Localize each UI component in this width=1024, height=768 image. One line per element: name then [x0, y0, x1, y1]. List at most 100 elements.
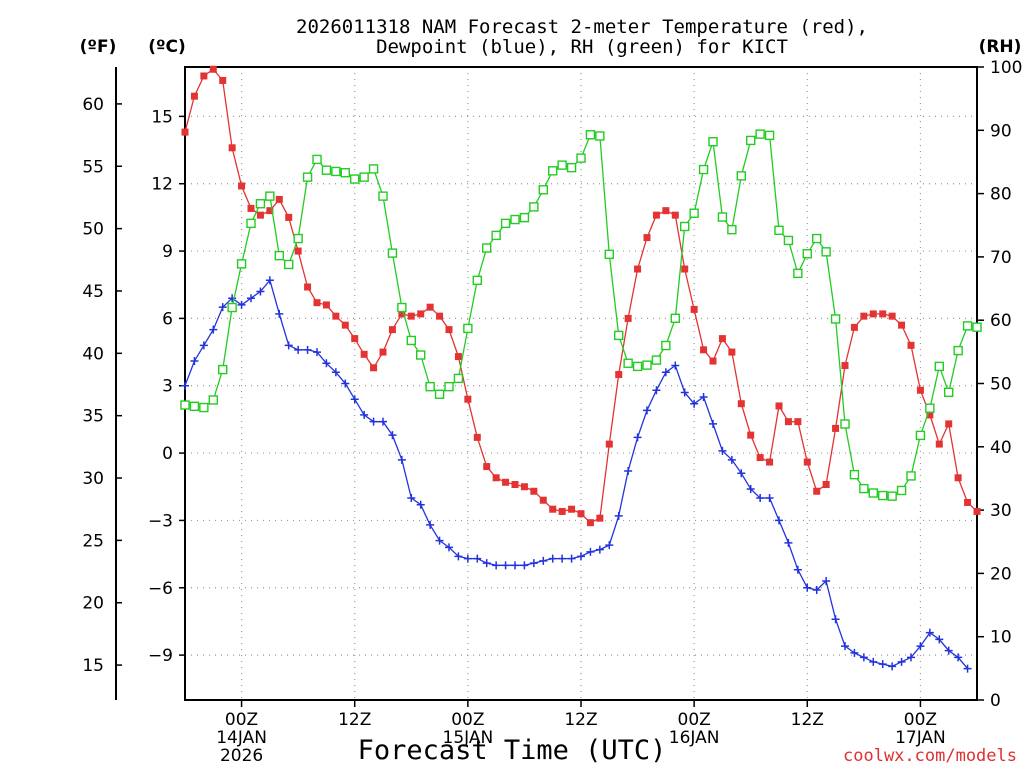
- y-tick-label-rh: 40: [990, 438, 1012, 458]
- point-rh: [812, 233, 822, 244]
- point-temperature: [766, 458, 774, 466]
- point-rh: [623, 358, 633, 368]
- point-dewpoint: [718, 446, 727, 455]
- point-rh: [614, 330, 624, 341]
- point-dewpoint: [614, 511, 623, 520]
- point-rh: [727, 224, 737, 235]
- point-rh: [529, 202, 539, 212]
- x-tick-label: 17JAN: [895, 728, 946, 748]
- point-dewpoint: [586, 547, 595, 556]
- point-temperature: [351, 335, 359, 343]
- point-dewpoint: [379, 417, 387, 426]
- point-dewpoint: [520, 561, 529, 570]
- point-rh: [274, 250, 284, 261]
- y-tick-label-fahrenheit: 55: [82, 157, 104, 177]
- point-temperature: [454, 353, 462, 361]
- point-rh: [538, 185, 548, 195]
- point-rh: [849, 469, 860, 480]
- point-temperature: [681, 265, 689, 273]
- point-dewpoint: [661, 368, 670, 377]
- point-temperature: [964, 498, 972, 506]
- point-rh: [463, 323, 473, 334]
- point-temperature: [728, 348, 736, 356]
- point-rh: [906, 471, 916, 481]
- point-dewpoint: [454, 552, 463, 561]
- point-rh: [472, 275, 482, 286]
- x-axis-label: Forecast Time (UTC): [358, 735, 667, 766]
- point-rh: [868, 488, 878, 498]
- point-temperature: [407, 312, 415, 320]
- point-dewpoint: [737, 469, 746, 478]
- point-temperature: [228, 144, 236, 152]
- y-tick-label-celsius: 12: [151, 175, 173, 195]
- point-rh: [350, 174, 360, 184]
- x-tick-label: 12Z: [564, 710, 597, 730]
- point-temperature: [813, 487, 821, 495]
- point-temperature: [634, 265, 642, 273]
- point-dewpoint: [907, 653, 915, 662]
- point-rh: [925, 403, 935, 413]
- point-temperature: [341, 321, 349, 329]
- point-rh: [595, 131, 605, 141]
- point-rh: [859, 483, 869, 494]
- point-rh: [312, 154, 322, 165]
- point-rh: [708, 136, 718, 147]
- point-temperature: [794, 418, 802, 426]
- y-tick-label-celsius: 0: [162, 444, 173, 464]
- y-tick-label-fahrenheit: 50: [82, 220, 104, 240]
- y-tick-label-rh: 90: [990, 121, 1012, 141]
- point-temperature: [898, 321, 906, 329]
- point-rh: [453, 373, 464, 384]
- point-temperature: [294, 247, 302, 255]
- point-dewpoint: [746, 485, 755, 493]
- point-temperature: [483, 463, 491, 471]
- point-temperature: [398, 310, 406, 318]
- point-temperature: [492, 474, 500, 482]
- point-rh: [444, 381, 454, 392]
- point-rh: [557, 160, 567, 170]
- point-dewpoint: [756, 493, 765, 502]
- point-dewpoint: [709, 419, 717, 428]
- point-dewpoint: [199, 341, 208, 350]
- point-temperature: [662, 207, 670, 215]
- point-rh: [406, 335, 416, 346]
- point-temperature: [803, 458, 811, 466]
- y-tick-label-rh: 100: [990, 58, 1022, 78]
- point-rh: [331, 166, 341, 177]
- y-tick-label-fahrenheit: 35: [82, 407, 104, 427]
- point-rh: [632, 361, 643, 372]
- point-dewpoint: [916, 642, 925, 651]
- y-tick-label-rh: 0: [990, 691, 1001, 711]
- point-temperature: [360, 350, 368, 358]
- fahrenheit-unit-label: (ºF): [80, 37, 117, 57]
- point-dewpoint: [878, 660, 887, 669]
- point-rh: [199, 402, 209, 413]
- x-tick-label: 16JAN: [669, 728, 720, 748]
- point-rh: [661, 340, 671, 351]
- point-dewpoint: [963, 664, 972, 673]
- point-temperature: [568, 505, 576, 513]
- point-temperature: [200, 72, 208, 80]
- point-temperature: [530, 487, 538, 495]
- point-rh: [397, 302, 407, 313]
- point-rh: [359, 172, 369, 182]
- point-dewpoint: [954, 653, 963, 662]
- point-dewpoint: [548, 554, 557, 563]
- point-rh: [764, 130, 775, 141]
- y-tick-label-celsius: −9: [148, 646, 173, 666]
- point-dewpoint: [181, 381, 189, 390]
- point-dewpoint: [558, 554, 567, 563]
- point-rh: [246, 218, 256, 229]
- point-dewpoint: [265, 276, 274, 285]
- point-dewpoint: [652, 386, 661, 395]
- point-dewpoint: [511, 561, 519, 570]
- point-temperature: [520, 483, 528, 491]
- point-dewpoint: [501, 561, 510, 570]
- point-rh: [416, 350, 426, 360]
- point-temperature: [209, 65, 217, 73]
- point-rh: [378, 191, 388, 201]
- point-temperature: [247, 204, 255, 212]
- point-dewpoint: [888, 662, 897, 671]
- point-temperature: [832, 424, 840, 432]
- point-temperature: [700, 346, 708, 354]
